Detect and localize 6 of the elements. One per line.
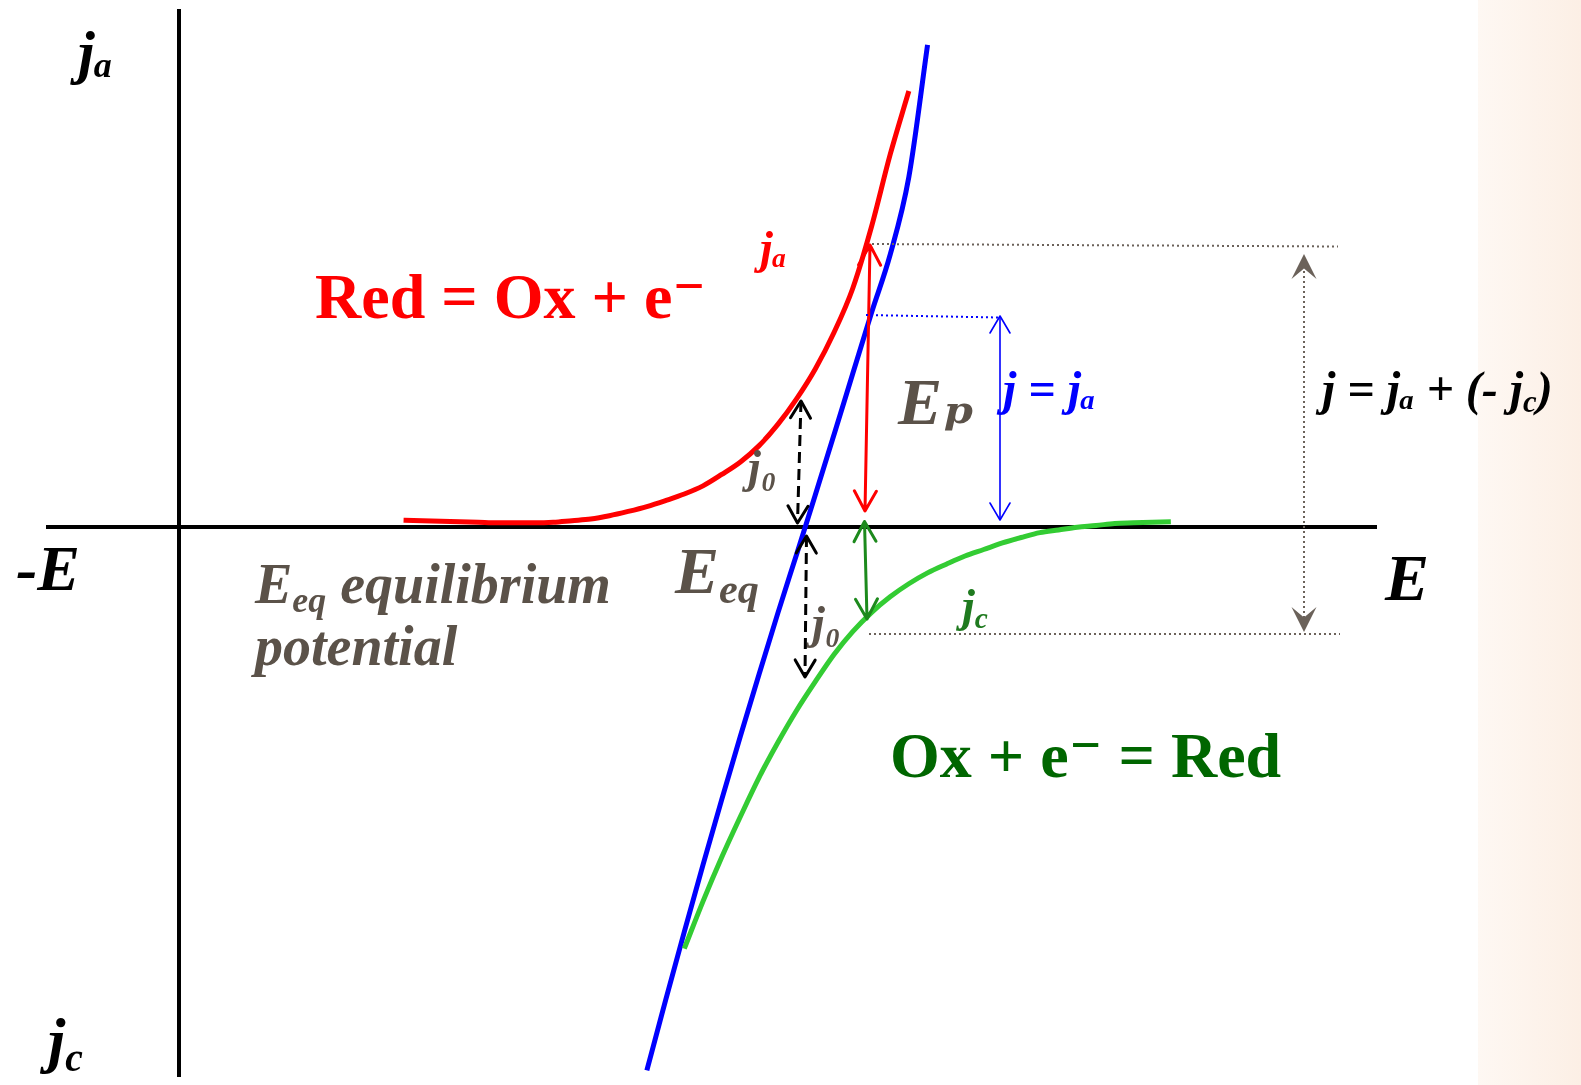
annotation: Red = Ox + e⁻ — [315, 261, 707, 333]
annotation: Ox + e⁻ = Red — [890, 720, 1282, 792]
x-axis-title: E — [1385, 540, 1430, 614]
annotation: E$_{eq}$ — [675, 533, 759, 612]
annotation: -E — [16, 533, 80, 605]
annotation: Eₚ — [898, 364, 975, 438]
